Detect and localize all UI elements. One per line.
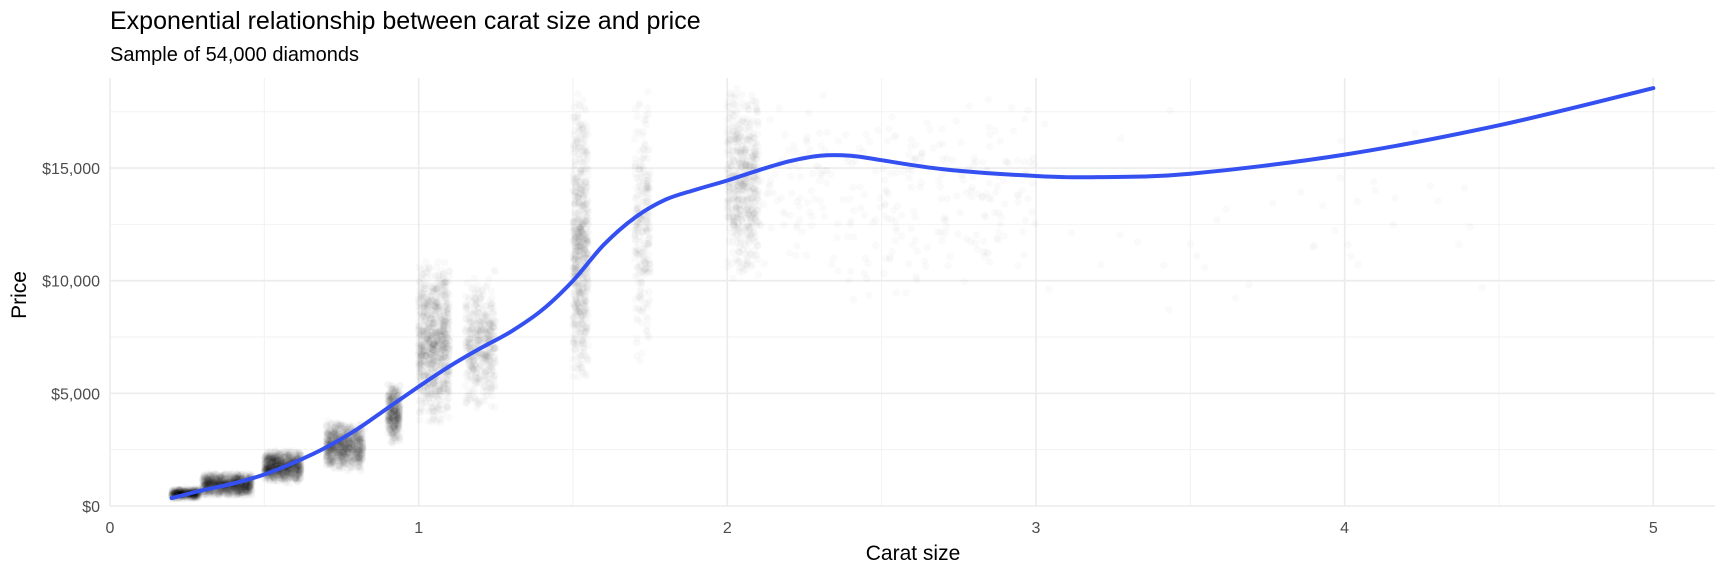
scatter-point: [270, 477, 278, 485]
scatter-point: [261, 464, 269, 472]
scatter-point: [268, 455, 276, 463]
scatter-point: [395, 413, 403, 421]
scatter-point: [203, 474, 211, 482]
scatter-point: [388, 393, 396, 401]
scatter-point: [431, 324, 439, 332]
scatter-point: [279, 475, 287, 483]
scatter-point: [396, 434, 404, 442]
scatter-point: [427, 418, 435, 426]
scatter-point: [213, 471, 221, 479]
scatter-point: [421, 398, 429, 406]
scatter-point: [351, 448, 359, 456]
scatter-point: [423, 303, 431, 311]
scatter-point: [221, 471, 229, 479]
scatter-point: [416, 374, 424, 382]
scatter-point: [278, 449, 286, 457]
scatter-point: [390, 420, 398, 428]
scatter-point: [441, 259, 449, 267]
scatter-points: [168, 85, 1486, 503]
scatter-point: [425, 336, 433, 344]
scatter-point: [422, 328, 430, 336]
scatter-point: [445, 291, 453, 299]
scatter-point: [422, 273, 430, 281]
scatter-point: [428, 343, 436, 351]
scatter-point: [418, 352, 426, 360]
scatter-point: [293, 472, 301, 480]
scatter-point: [470, 275, 478, 283]
scatter-point: [333, 450, 341, 458]
scatter-point: [342, 426, 350, 434]
scatter-point: [418, 290, 426, 298]
scatter-point: [385, 381, 393, 389]
scatter-point: [439, 410, 447, 418]
scatter-point: [422, 258, 430, 266]
scatter-point: [435, 387, 443, 395]
scatter-point: [340, 442, 348, 450]
scatter-point: [443, 397, 451, 405]
scatter-point: [415, 263, 423, 271]
chart-title: Exponential relationship between carat s…: [110, 7, 701, 35]
scatter-point: [438, 347, 446, 355]
scatter-point: [348, 457, 356, 465]
scatter-point: [428, 404, 436, 412]
scatter-point: [445, 381, 453, 389]
scatter-point: [438, 291, 446, 299]
scatter-point: [417, 409, 425, 417]
scatter-point: [416, 416, 424, 424]
scatter-point: [336, 465, 344, 473]
scatter-point: [441, 283, 449, 291]
scatter-point: [431, 316, 439, 324]
scatter-point: [415, 343, 423, 351]
scatter-point: [445, 304, 453, 312]
scatter-point: [433, 335, 441, 343]
scatter-point: [237, 489, 245, 497]
chart-subtitle: Sample of 54,000 diamonds: [110, 44, 359, 66]
scatter-point: [341, 457, 349, 465]
scatter-point: [415, 334, 423, 342]
scatter-point: [291, 452, 299, 460]
scatter-point: [348, 441, 356, 449]
scatter-point: [418, 366, 426, 374]
scatter-point: [435, 258, 443, 266]
scatter-point: [359, 444, 367, 452]
scatter-point: [440, 273, 448, 281]
scatter-point: [441, 330, 449, 338]
scatter-point: [434, 301, 442, 309]
